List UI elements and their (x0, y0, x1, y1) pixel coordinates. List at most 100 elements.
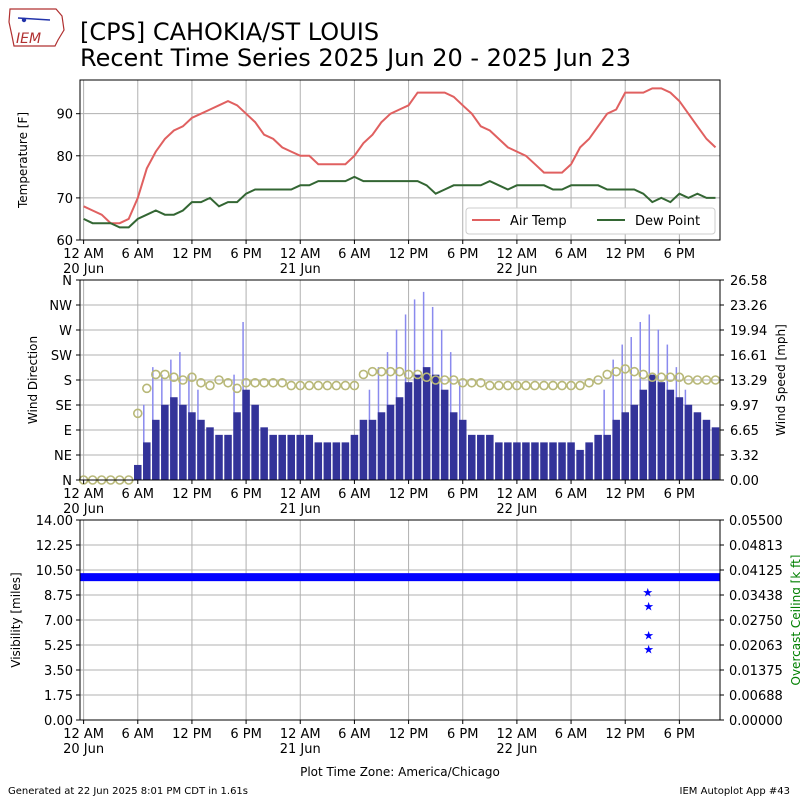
air-temp-line (83, 87, 717, 225)
x-tick-label: 12 AM (63, 247, 104, 262)
temperature-y-ticks: 60 70 80 90 (56, 108, 80, 249)
visibility-tick-label: 3.50 (44, 664, 73, 679)
wind-direction-point (313, 380, 324, 391)
chart-subtitle: Recent Time Series 2025 Jun 20 - 2025 Ju… (80, 44, 631, 72)
wind-direction-point (494, 380, 504, 391)
direction-tick-label: W (59, 324, 72, 339)
wind-speed-bar (296, 434, 305, 480)
x-tick-label: 12 PM (605, 727, 645, 742)
wind-direction-point (457, 377, 468, 388)
wind-direction-point (286, 380, 297, 391)
visibility-tick-label: 7.00 (44, 614, 73, 629)
x-tick-label: 12 AM (63, 727, 104, 742)
visibility-tick-label: 0.00 (44, 714, 73, 729)
wind-speed-bar (188, 412, 196, 480)
logo-text: IEM (16, 31, 41, 47)
wind-speed-bar (314, 442, 323, 480)
wind-speed-bar (467, 434, 476, 480)
x-tick-label: 6 PM (664, 247, 695, 262)
x-tick-label: 12 PM (389, 247, 429, 262)
dew-point-line (83, 175, 716, 229)
wind-speed-bar (422, 367, 431, 480)
wind-speed-bar (404, 382, 413, 480)
wind-direction-point (629, 366, 640, 377)
wind-speed-bar (522, 442, 530, 480)
wind-direction-point (205, 380, 215, 391)
x-tick-label: 6 AM (555, 247, 588, 262)
wind-direction-point (448, 375, 459, 385)
wind-direction-point (647, 372, 658, 383)
speed-tick-label: 19.94 (730, 324, 767, 339)
wind-direction-point (196, 377, 206, 388)
x-tick-label: 6 PM (230, 727, 261, 742)
wind-speed-bar (513, 442, 521, 480)
direction-tick-label: SW (51, 349, 72, 364)
wind-speed-bar (134, 464, 142, 480)
wind-direction-point (232, 383, 242, 394)
visibility-star-point: ★ (642, 585, 653, 599)
x-tick-label: 6 AM (338, 247, 371, 262)
wind-direction-point (521, 380, 531, 391)
wind-direction-point (223, 377, 233, 388)
legend-air-temp-label: Air Temp (510, 214, 567, 229)
x-tick-label: 12 PM (172, 247, 212, 262)
direction-tick-label: S (64, 374, 72, 389)
wind-speed-ticks: 0.00 3.32 6.65 9.97 13.29 16.61 19.94 23.26 26.5… (720, 274, 767, 489)
wind-direction-point (178, 375, 188, 385)
x-tick-label: 12 AM (280, 727, 321, 742)
direction-tick-label: E (64, 424, 72, 439)
wind-speed-bar (458, 419, 467, 480)
direction-tick-label: SE (56, 399, 72, 414)
wind-direction-point (503, 380, 513, 391)
visibility-y-ticks: 0.00 1.75 3.50 5.25 7.00 8.75 10.50 12.25 14.00 (36, 514, 80, 729)
generated-footer: Generated at 22 Jun 2025 8:01 PM CDT in … (8, 786, 248, 797)
wind-speed-bar (152, 419, 160, 480)
speed-tick-label: 6.65 (730, 424, 759, 439)
ceiling-tick-label: 0.04125 (729, 564, 783, 579)
wind-direction-point (331, 380, 342, 391)
wind-speed-bar (224, 434, 232, 480)
wind-speed-bar (621, 412, 629, 480)
wind-direction-point (412, 369, 423, 380)
wind-direction-point (268, 377, 278, 388)
x-tick-label: 12 PM (605, 487, 645, 502)
x-tick-label: 6 AM (555, 727, 588, 742)
wind-speed-bar (477, 434, 485, 480)
wind-speed-bar (594, 434, 602, 480)
wind-direction-point (394, 366, 405, 377)
wind-direction-point (692, 375, 703, 385)
x-tick-label: 6 PM (447, 247, 478, 262)
direction-tick-label: N (62, 474, 72, 489)
temperature-y-label: Temperature [F] (16, 112, 30, 209)
x-tick-label: 12 PM (389, 727, 429, 742)
wind-speed-bar (549, 442, 557, 480)
wind-speed-bar (260, 427, 268, 480)
wind-direction-point (466, 377, 477, 388)
wind-direction-point (250, 377, 260, 388)
wind-direction-point (539, 380, 549, 391)
wind-direction-point (241, 377, 251, 388)
visibility-y-label: Visibility [miles] (9, 572, 23, 667)
x-tick-label: 6 AM (122, 727, 155, 742)
wind-speed-bar (305, 434, 314, 480)
x-tick-label: 12 AM (280, 247, 321, 262)
wind-speed-bar (612, 419, 620, 480)
wind-direction-point (674, 372, 685, 383)
x-tick-date: 20 Jun (63, 742, 104, 757)
wind-direction-point (322, 380, 333, 391)
wind-direction-point (430, 375, 441, 385)
x-tick-date: 21 Jun (280, 742, 321, 757)
wind-speed-bar (440, 389, 449, 480)
wind-speed-bar (567, 442, 575, 480)
wind-direction-point (683, 375, 694, 385)
wind-speed-bar (576, 449, 584, 480)
x-tick-date: 21 Jun (280, 502, 321, 517)
ceiling-y-label: Overcast Ceiling [k ft] (789, 555, 800, 686)
visibility-grid (80, 519, 720, 721)
x-tick-label: 6 AM (338, 727, 371, 742)
visibility-tick-label: 1.75 (44, 689, 73, 704)
wind-speed-bar (630, 404, 639, 480)
wind-speed-bar (323, 442, 332, 480)
wind-direction-point (259, 377, 269, 388)
